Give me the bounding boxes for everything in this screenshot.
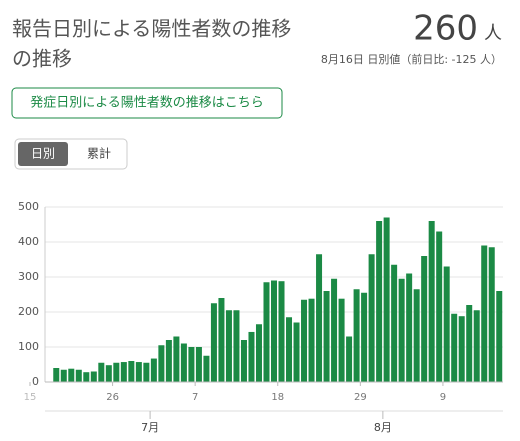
bar xyxy=(406,273,413,382)
x-tick-label: 15 xyxy=(24,392,37,403)
bar xyxy=(428,221,435,382)
bar xyxy=(316,254,323,382)
month-label: 8月 xyxy=(374,421,392,434)
bar xyxy=(180,343,187,382)
bar xyxy=(143,362,150,382)
bar xyxy=(278,281,285,382)
y-tick-label: 500 xyxy=(18,200,39,213)
bar xyxy=(165,340,172,382)
bar xyxy=(383,217,390,382)
y-tick-label: 100 xyxy=(18,340,39,353)
bar xyxy=(451,313,458,382)
y-tick-label: 300 xyxy=(18,270,39,283)
bar xyxy=(361,292,368,382)
bar xyxy=(376,221,383,382)
bar xyxy=(203,355,210,382)
y-tick-label: 0 xyxy=(32,375,39,388)
bar xyxy=(481,245,488,382)
y-tick-label: 400 xyxy=(18,235,39,248)
bar xyxy=(68,368,75,382)
main-unit: 人 xyxy=(484,23,502,44)
toggle-option[interactable]: 日別 xyxy=(31,147,55,161)
bar xyxy=(60,369,67,382)
bar xyxy=(473,310,480,382)
bar xyxy=(195,347,202,382)
bar xyxy=(113,362,120,382)
x-tick-label: 29 xyxy=(354,392,367,403)
bar xyxy=(293,322,300,382)
bar xyxy=(173,336,180,382)
x-tick-label: 7 xyxy=(192,392,198,403)
x-tick-label: 26 xyxy=(106,392,119,403)
bar xyxy=(240,340,247,382)
bar xyxy=(466,305,473,382)
bar xyxy=(398,278,405,382)
bar xyxy=(218,298,225,382)
bar xyxy=(83,372,90,382)
bar xyxy=(308,298,315,382)
bar xyxy=(301,299,308,382)
bar xyxy=(346,336,353,382)
title: の推移 xyxy=(12,47,72,71)
y-tick-label: 200 xyxy=(18,305,39,318)
bar xyxy=(458,316,465,382)
bar xyxy=(331,278,338,382)
bar xyxy=(120,362,127,382)
bar xyxy=(391,264,398,382)
bar xyxy=(255,324,262,382)
bar xyxy=(248,331,255,382)
x-tick-label: 9 xyxy=(440,392,446,403)
bar xyxy=(158,345,165,382)
bar xyxy=(98,362,105,382)
bar xyxy=(75,369,82,382)
bar xyxy=(135,362,142,382)
bar xyxy=(436,231,443,382)
bar xyxy=(210,303,217,382)
toggle-option[interactable]: 累計 xyxy=(87,146,111,161)
bar xyxy=(150,358,157,382)
bar xyxy=(338,298,345,382)
bar xyxy=(128,361,135,382)
bar xyxy=(443,266,450,382)
bar xyxy=(225,310,232,382)
month-label: 7月 xyxy=(141,421,159,434)
x-tick-label: 18 xyxy=(271,392,284,403)
bar xyxy=(53,368,60,382)
subtitle: 8月16日 日別値（前日比: -125 人） xyxy=(321,52,502,66)
title: 報告日別による陽性者数の推移 xyxy=(12,17,291,41)
bar xyxy=(368,254,375,382)
bar xyxy=(270,280,278,382)
link-button-text[interactable]: 発症日別による陽性者数の推移はこちら xyxy=(30,96,264,111)
toggle-active[interactable] xyxy=(18,142,68,166)
bar xyxy=(323,291,330,382)
bar xyxy=(105,365,112,382)
bar xyxy=(263,282,270,382)
bar xyxy=(90,371,97,382)
link-button[interactable] xyxy=(11,87,283,119)
bar xyxy=(413,289,420,382)
bar xyxy=(233,310,240,382)
main-value: 260 xyxy=(413,9,478,49)
bar xyxy=(488,247,495,382)
bar xyxy=(188,347,195,382)
bar xyxy=(421,256,428,382)
bar xyxy=(353,289,360,382)
bar xyxy=(286,317,293,382)
bar xyxy=(496,291,503,382)
